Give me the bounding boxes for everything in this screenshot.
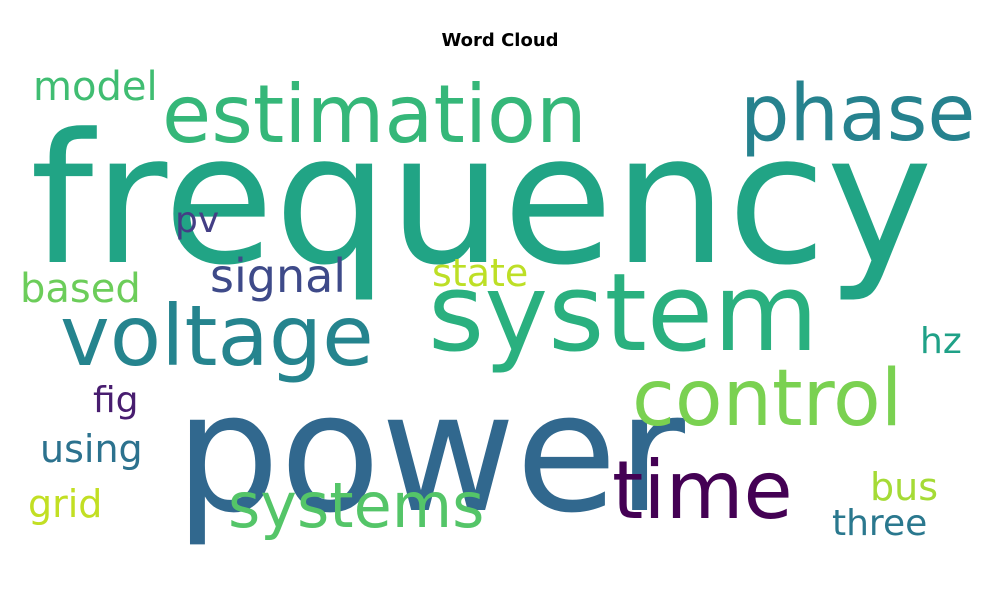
word-estimation: estimation — [162, 68, 587, 161]
chart-title: Word Cloud — [441, 30, 559, 51]
word-using: using — [40, 427, 143, 471]
word-control: control — [632, 354, 902, 444]
word-grid: grid — [28, 482, 102, 526]
word-systems: systems — [228, 469, 484, 542]
word-signal: signal — [210, 249, 346, 303]
word-system: system — [428, 251, 818, 376]
word-power: power — [175, 357, 685, 549]
word-three: three — [832, 503, 927, 544]
word-fig: fig — [93, 380, 139, 421]
word-model: model — [33, 64, 158, 110]
word-voltage: voltage — [60, 287, 374, 385]
word-state: state — [432, 251, 528, 295]
word-hz: hz — [920, 321, 962, 362]
word-pv: pv — [175, 200, 219, 241]
word-bus: bus — [870, 465, 938, 509]
word-time: time — [612, 444, 793, 537]
word-frequency: frequency — [30, 96, 933, 305]
word-based: based — [20, 266, 141, 312]
word-phase: phase — [740, 69, 975, 159]
